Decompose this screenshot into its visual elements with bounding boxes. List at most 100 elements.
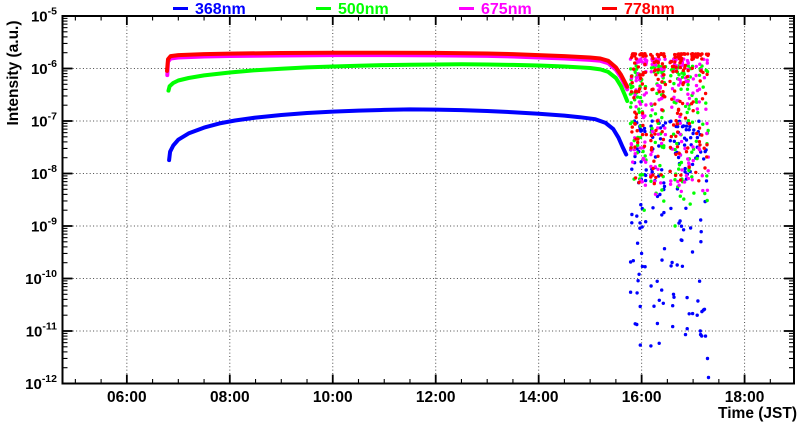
scatter-point (660, 258, 664, 262)
scatter-point (705, 356, 710, 361)
series-curve (165, 50, 630, 89)
scatter-point (677, 83, 681, 87)
scatter-point (680, 168, 684, 172)
scatter-point (639, 59, 644, 64)
scatter-point (643, 183, 648, 187)
scatter-point (673, 60, 677, 64)
scatter-point (635, 214, 639, 218)
scatter-point (706, 375, 711, 380)
scatter-point (652, 159, 656, 163)
scatter-point (656, 70, 660, 75)
scatter-point (697, 140, 702, 144)
scatter-point (705, 155, 709, 159)
scatter-point (685, 327, 689, 331)
scatter-point (649, 164, 653, 169)
scatter-point (696, 52, 700, 56)
scatter-point (649, 284, 653, 288)
scatter-point (650, 119, 654, 123)
scatter-point (629, 55, 634, 60)
scatter-point (640, 82, 645, 86)
scatter-point (700, 97, 705, 101)
scatter-point (692, 128, 696, 132)
scatter-point (705, 70, 710, 74)
scatter-point (674, 65, 678, 70)
scatter-point (684, 173, 689, 178)
scatter-point (650, 126, 654, 131)
scatter-point (679, 53, 683, 57)
scatter-point (639, 251, 644, 256)
scatter-point (655, 91, 659, 96)
scatter-point (633, 122, 637, 126)
scatter-point (662, 65, 666, 69)
scatter-point (674, 152, 678, 157)
scatter-point (677, 151, 681, 155)
scatter-point (690, 57, 694, 62)
scatter-point (673, 147, 677, 152)
scatter-point (630, 130, 634, 134)
scatter-point (651, 87, 655, 91)
scatter-point (637, 89, 641, 94)
scatter-point (697, 119, 701, 123)
scatter-point (672, 95, 676, 100)
scatter-point (700, 64, 704, 68)
scatter-point (694, 83, 699, 88)
scatter-point (676, 179, 680, 184)
scatter-point (637, 100, 641, 104)
scatter-point (690, 178, 694, 182)
scatter-point (686, 146, 690, 150)
scatter-point (654, 175, 658, 180)
scatter-point (656, 68, 660, 72)
scatter-point (662, 247, 667, 251)
scatter-point (633, 322, 637, 326)
scatter-point (628, 260, 633, 264)
scatter-point (659, 67, 663, 71)
scatter-point (697, 126, 702, 130)
scatter-point (691, 109, 695, 113)
scatter-point (657, 65, 661, 69)
series-368nm (167, 107, 711, 380)
scatter-point (643, 265, 647, 269)
scatter-point (644, 220, 648, 224)
scatter-point (634, 57, 638, 61)
scatter-point (633, 176, 638, 180)
scatter-point (659, 141, 664, 146)
scatter-point (677, 73, 681, 77)
legend-label: 500nm (338, 1, 389, 18)
scatter-point (670, 97, 674, 101)
scatter-point (654, 128, 658, 133)
scatter-point (705, 131, 709, 136)
series-curve (167, 107, 629, 163)
scatter-point (697, 279, 702, 283)
scatter-point (680, 56, 684, 61)
legend-label: 675nm (481, 1, 532, 18)
scatter-point (671, 70, 675, 74)
scatter-point (681, 82, 685, 87)
scatter-point (685, 110, 689, 115)
scatter-point (649, 152, 653, 157)
scatter-point (697, 73, 702, 78)
scatter-point (653, 192, 658, 196)
legend-line-marker-icon (316, 7, 331, 10)
scatter-point (698, 79, 702, 83)
scatter-point (678, 121, 682, 126)
scatter-point (686, 92, 690, 96)
scatter-point (631, 84, 635, 89)
scatter-point (651, 166, 655, 171)
scatter-point (652, 304, 656, 308)
scatter-point (695, 313, 699, 317)
legend-entry-500nm: 500nm (316, 1, 389, 19)
scatter-point (637, 107, 641, 111)
scatter-point (695, 107, 699, 111)
scatter-point (685, 58, 690, 63)
scatter-point (635, 95, 640, 99)
scatter-point (636, 279, 640, 283)
scatter-point (683, 146, 687, 151)
scatter-point (662, 199, 666, 203)
y-axis-title: Intensity (a.u.) (5, 20, 22, 126)
legend-entry-778nm: 778nm (602, 1, 675, 19)
scatter-point (657, 144, 661, 148)
scatter-point (677, 221, 681, 225)
scatter-point (662, 54, 666, 58)
scatter-point (686, 68, 690, 73)
